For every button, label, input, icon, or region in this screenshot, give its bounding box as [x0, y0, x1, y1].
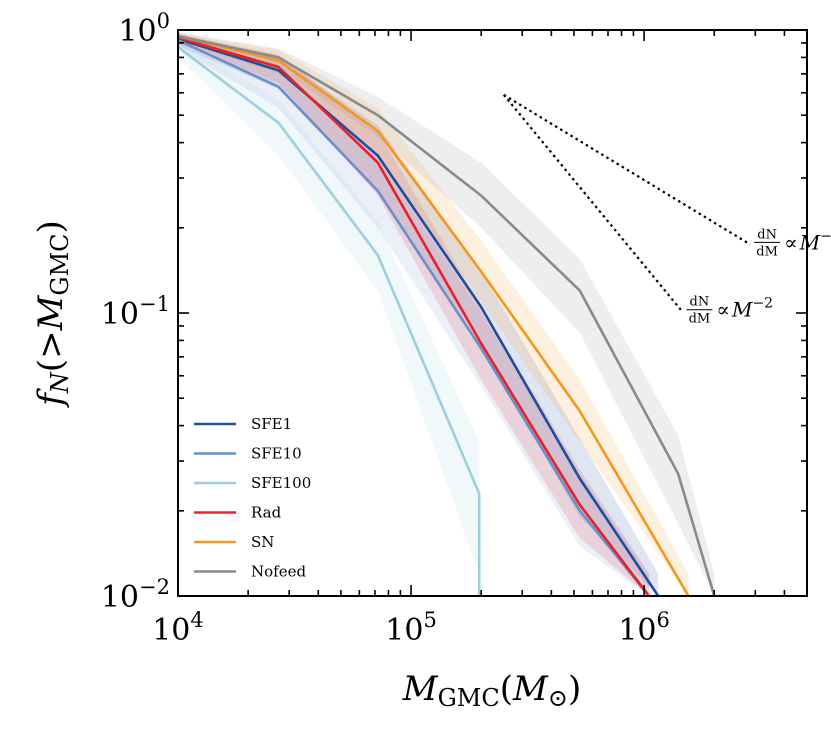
- y-tick-label: 10−2: [101, 575, 170, 615]
- y-axis-label: fN(>MGMC): [31, 220, 74, 409]
- tick-labels: 104 105 106 10−2 10−1 100: [101, 9, 670, 648]
- line-sfe1: [178, 37, 660, 596]
- slope-label-den: dM: [756, 244, 778, 259]
- y-tick-label: 100: [118, 9, 170, 49]
- slope-label-den: dM: [689, 312, 711, 327]
- band-sfe1: [178, 33, 659, 596]
- line-nofeed: [178, 35, 716, 596]
- legend-label-nofeed: Nofeed: [251, 563, 306, 581]
- line-sn: [178, 35, 690, 596]
- confidence-bands: [178, 32, 715, 596]
- slope-label-power: ∝ M−2: [716, 296, 773, 322]
- x-axis-label: MGMC(M⊙): [402, 669, 581, 712]
- band-nofeed: [178, 32, 715, 596]
- x-tick-label: 104: [152, 608, 204, 648]
- legend-label-sfe10: SFE10: [251, 445, 302, 463]
- slope-label-num: dN: [757, 227, 777, 242]
- band-sfe10: [178, 33, 649, 596]
- band-sfe100: [178, 40, 480, 596]
- slope-label-power: ∝M−1.5: [784, 228, 831, 254]
- x-tick-label: 105: [385, 608, 437, 648]
- legend-label-sfe100: SFE100: [251, 474, 311, 492]
- band-rad: [178, 33, 649, 596]
- line-rad: [178, 36, 651, 596]
- legend-label-sfe1: SFE1: [251, 415, 292, 433]
- legend: SFE1 SFE10 SFE100 Rad SN Nofeed: [194, 415, 311, 581]
- legend-label-sn: SN: [251, 533, 274, 551]
- x-tick-label: 106: [618, 608, 670, 648]
- slope-label-num: dN: [690, 295, 710, 310]
- y-tick-label: 10−1: [101, 292, 170, 332]
- slope-line-1: [503, 93, 751, 246]
- plot-frame: [177, 29, 808, 597]
- legend-label-rad: Rad: [251, 504, 282, 522]
- series-lines: [178, 35, 716, 596]
- slope-line-2: [502, 94, 684, 313]
- slope-annotations: dN dM ∝M−1.5 dN dM ∝M−2: [502, 93, 831, 327]
- line-sfe10: [178, 39, 651, 596]
- line-sfe100: [178, 46, 481, 596]
